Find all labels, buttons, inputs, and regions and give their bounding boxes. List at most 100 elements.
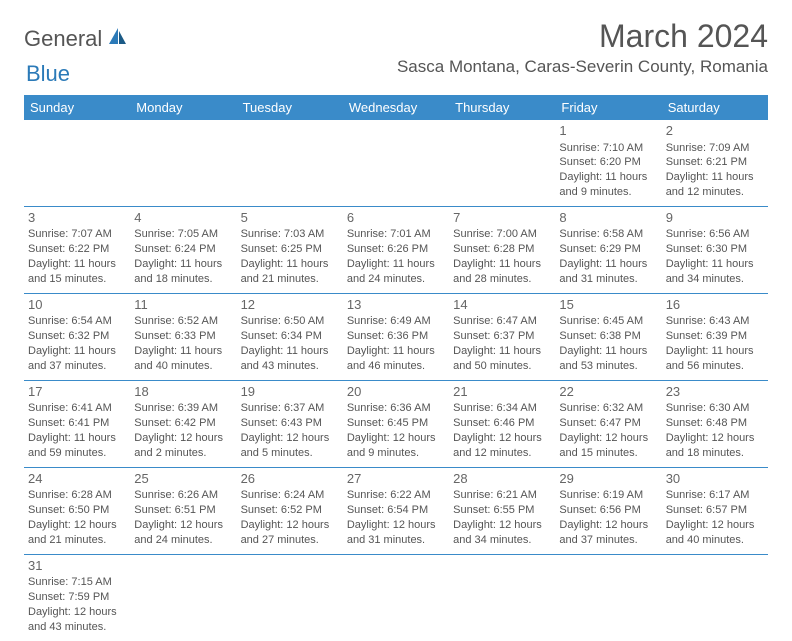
- sunset-text: Sunset: 6:57 PM: [666, 503, 764, 518]
- day-number: 4: [134, 209, 232, 227]
- daylight-text: and 24 minutes.: [134, 533, 232, 548]
- sunrise-text: Sunrise: 6:36 AM: [347, 401, 445, 416]
- calendar-cell: 19Sunrise: 6:37 AMSunset: 6:43 PMDayligh…: [237, 380, 343, 467]
- sunset-text: Sunset: 6:29 PM: [559, 242, 657, 257]
- daylight-text: Daylight: 12 hours: [28, 605, 126, 620]
- sunrise-text: Sunrise: 6:19 AM: [559, 488, 657, 503]
- day-number: 15: [559, 296, 657, 314]
- daylight-text: Daylight: 12 hours: [453, 518, 551, 533]
- sunset-text: Sunset: 6:47 PM: [559, 416, 657, 431]
- sunrise-text: Sunrise: 7:03 AM: [241, 227, 339, 242]
- calendar-cell: [449, 554, 555, 640]
- day-number: 22: [559, 383, 657, 401]
- sunrise-text: Sunrise: 7:01 AM: [347, 227, 445, 242]
- calendar-cell: [130, 120, 236, 206]
- daylight-text: Daylight: 12 hours: [134, 431, 232, 446]
- sunrise-text: Sunrise: 6:54 AM: [28, 314, 126, 329]
- sunset-text: Sunset: 6:46 PM: [453, 416, 551, 431]
- day-header: Wednesday: [343, 95, 449, 120]
- daylight-text: and 15 minutes.: [559, 446, 657, 461]
- day-number: 3: [28, 209, 126, 227]
- daylight-text: Daylight: 11 hours: [241, 344, 339, 359]
- day-number: 14: [453, 296, 551, 314]
- title-block: March 2024 Sasca Montana, Caras-Severin …: [397, 18, 768, 77]
- daylight-text: and 37 minutes.: [28, 359, 126, 374]
- day-number: 31: [28, 557, 126, 575]
- calendar-cell: 17Sunrise: 6:41 AMSunset: 6:41 PMDayligh…: [24, 380, 130, 467]
- day-number: 28: [453, 470, 551, 488]
- calendar-cell: [555, 554, 661, 640]
- sunset-text: Sunset: 6:25 PM: [241, 242, 339, 257]
- daylight-text: Daylight: 12 hours: [241, 431, 339, 446]
- daylight-text: Daylight: 11 hours: [559, 344, 657, 359]
- day-number: 29: [559, 470, 657, 488]
- calendar-cell: [130, 554, 236, 640]
- calendar-cell: 13Sunrise: 6:49 AMSunset: 6:36 PMDayligh…: [343, 293, 449, 380]
- sunset-text: Sunset: 6:32 PM: [28, 329, 126, 344]
- sunrise-text: Sunrise: 6:52 AM: [134, 314, 232, 329]
- daylight-text: Daylight: 11 hours: [453, 257, 551, 272]
- daylight-text: Daylight: 11 hours: [347, 257, 445, 272]
- calendar-cell: 15Sunrise: 6:45 AMSunset: 6:38 PMDayligh…: [555, 293, 661, 380]
- sunrise-text: Sunrise: 6:26 AM: [134, 488, 232, 503]
- calendar-cell: 6Sunrise: 7:01 AMSunset: 6:26 PMDaylight…: [343, 206, 449, 293]
- daylight-text: and 43 minutes.: [28, 620, 126, 635]
- calendar-cell: 22Sunrise: 6:32 AMSunset: 6:47 PMDayligh…: [555, 380, 661, 467]
- day-number: 26: [241, 470, 339, 488]
- sunset-text: Sunset: 7:59 PM: [28, 590, 126, 605]
- daylight-text: Daylight: 12 hours: [666, 431, 764, 446]
- sunrise-text: Sunrise: 6:47 AM: [453, 314, 551, 329]
- daylight-text: Daylight: 12 hours: [347, 431, 445, 446]
- daylight-text: Daylight: 11 hours: [666, 170, 764, 185]
- sunrise-text: Sunrise: 6:56 AM: [666, 227, 764, 242]
- sunset-text: Sunset: 6:38 PM: [559, 329, 657, 344]
- sunset-text: Sunset: 6:42 PM: [134, 416, 232, 431]
- daylight-text: and 40 minutes.: [666, 533, 764, 548]
- daylight-text: and 27 minutes.: [241, 533, 339, 548]
- calendar-cell: 16Sunrise: 6:43 AMSunset: 6:39 PMDayligh…: [662, 293, 768, 380]
- daylight-text: and 50 minutes.: [453, 359, 551, 374]
- daylight-text: Daylight: 12 hours: [666, 518, 764, 533]
- day-number: 24: [28, 470, 126, 488]
- day-number: 6: [347, 209, 445, 227]
- calendar-cell: [24, 120, 130, 206]
- calendar-cell: [343, 120, 449, 206]
- day-number: 13: [347, 296, 445, 314]
- sunrise-text: Sunrise: 7:15 AM: [28, 575, 126, 590]
- sunrise-text: Sunrise: 6:28 AM: [28, 488, 126, 503]
- calendar-cell: 4Sunrise: 7:05 AMSunset: 6:24 PMDaylight…: [130, 206, 236, 293]
- daylight-text: and 9 minutes.: [347, 446, 445, 461]
- daylight-text: Daylight: 11 hours: [666, 257, 764, 272]
- sunrise-text: Sunrise: 7:00 AM: [453, 227, 551, 242]
- daylight-text: and 15 minutes.: [28, 272, 126, 287]
- calendar-cell: 2Sunrise: 7:09 AMSunset: 6:21 PMDaylight…: [662, 120, 768, 206]
- daylight-text: and 34 minutes.: [453, 533, 551, 548]
- sunrise-text: Sunrise: 6:21 AM: [453, 488, 551, 503]
- day-number: 21: [453, 383, 551, 401]
- daylight-text: Daylight: 11 hours: [28, 257, 126, 272]
- sunset-text: Sunset: 6:52 PM: [241, 503, 339, 518]
- day-header: Friday: [555, 95, 661, 120]
- sunset-text: Sunset: 6:26 PM: [347, 242, 445, 257]
- daylight-text: and 31 minutes.: [559, 272, 657, 287]
- calendar-cell: 3Sunrise: 7:07 AMSunset: 6:22 PMDaylight…: [24, 206, 130, 293]
- day-number: 7: [453, 209, 551, 227]
- daylight-text: and 46 minutes.: [347, 359, 445, 374]
- day-number: 17: [28, 383, 126, 401]
- calendar-cell: 12Sunrise: 6:50 AMSunset: 6:34 PMDayligh…: [237, 293, 343, 380]
- calendar-cell: 28Sunrise: 6:21 AMSunset: 6:55 PMDayligh…: [449, 467, 555, 554]
- sunset-text: Sunset: 6:56 PM: [559, 503, 657, 518]
- sunrise-text: Sunrise: 6:43 AM: [666, 314, 764, 329]
- sunrise-text: Sunrise: 6:58 AM: [559, 227, 657, 242]
- sunset-text: Sunset: 6:22 PM: [28, 242, 126, 257]
- sunrise-text: Sunrise: 6:30 AM: [666, 401, 764, 416]
- sunrise-text: Sunrise: 6:50 AM: [241, 314, 339, 329]
- sunrise-text: Sunrise: 7:09 AM: [666, 141, 764, 156]
- day-header: Tuesday: [237, 95, 343, 120]
- sunset-text: Sunset: 6:36 PM: [347, 329, 445, 344]
- day-number: 8: [559, 209, 657, 227]
- daylight-text: Daylight: 12 hours: [134, 518, 232, 533]
- day-number: 30: [666, 470, 764, 488]
- logo-sail-icon: [106, 26, 128, 52]
- daylight-text: and 56 minutes.: [666, 359, 764, 374]
